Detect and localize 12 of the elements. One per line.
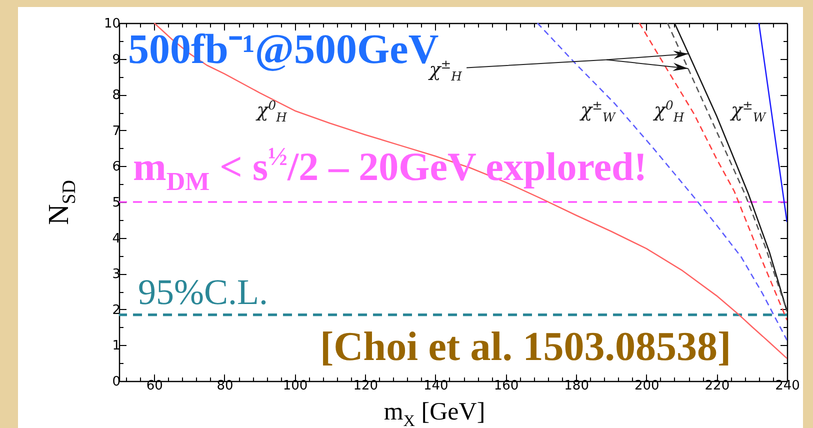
ref-line-label: 95%C.L.: [138, 272, 268, 312]
x-axis-title: m$_{X}$ [GeV]: [384, 398, 486, 428]
y-tick-label: 3: [112, 267, 120, 282]
annotation: [Choi et al. 1503.08538]: [320, 323, 732, 369]
annotation: m$_{DM}$ < s$^{½}$/2 – 20GeV explored!: [133, 142, 648, 196]
x-tick-label: 240: [775, 378, 800, 394]
y-tick-label: 1: [112, 338, 120, 354]
y-tick-label: 5: [112, 196, 120, 210]
y-tick-label: 4: [112, 231, 120, 246]
y-tick-label: 7: [112, 124, 120, 139]
y-tick-label: 10: [104, 16, 120, 32]
y-tick-label: 2: [112, 302, 120, 318]
